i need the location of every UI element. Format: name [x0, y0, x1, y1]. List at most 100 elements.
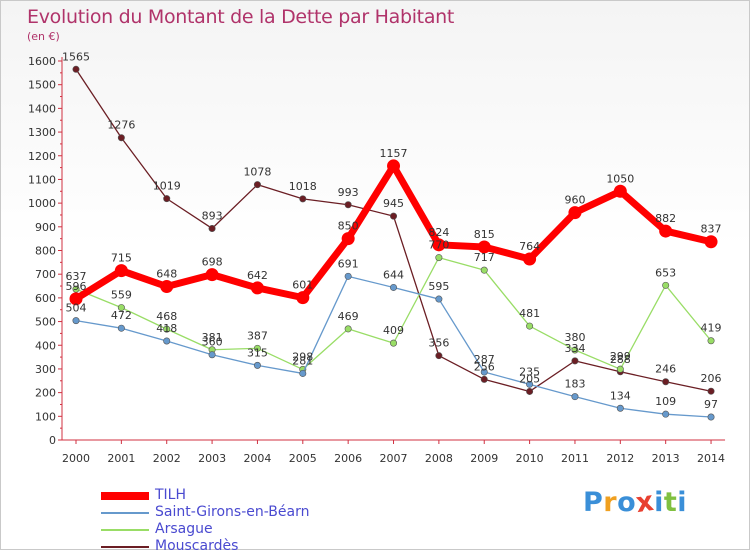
- data-label-saint-girons-en-b-arn: 360: [202, 336, 223, 349]
- data-label-mouscard-s: 945: [383, 197, 404, 210]
- data-label-mouscard-s: 1018: [289, 180, 317, 193]
- data-label-mouscard-s: 1276: [107, 119, 135, 132]
- data-point: [163, 337, 171, 345]
- data-point: [390, 283, 398, 291]
- data-label-mouscard-s: 205: [519, 372, 540, 385]
- data-point: [435, 352, 443, 360]
- data-label-saint-girons-en-b-arn: 315: [247, 346, 268, 359]
- y-tick-label: 600: [35, 292, 56, 305]
- data-label-mouscard-s: 256: [474, 360, 495, 373]
- data-label-saint-girons-en-b-arn: 644: [383, 268, 404, 281]
- logo-letter: P: [583, 487, 604, 518]
- data-point: [571, 393, 579, 401]
- y-tick-label: 1300: [28, 126, 56, 139]
- data-point: [163, 195, 171, 203]
- data-label-tilh: 850: [338, 220, 359, 233]
- legend-item: Mouscardès: [99, 538, 399, 556]
- data-point: [662, 281, 670, 289]
- data-point: [72, 285, 80, 293]
- data-label-saint-girons-en-b-arn: 109: [655, 395, 676, 408]
- data-point: [344, 272, 352, 280]
- data-label-tilh: 601: [292, 279, 313, 292]
- data-point: [435, 295, 443, 303]
- data-point: [117, 324, 125, 332]
- x-tick-label: 2006: [334, 452, 362, 465]
- data-point: [117, 134, 125, 142]
- y-tick-label: 1000: [28, 197, 56, 210]
- data-label-arsague: 653: [655, 266, 676, 279]
- logo-letter: r: [603, 487, 618, 518]
- x-tick-label: 2004: [243, 452, 271, 465]
- data-point: [69, 292, 83, 306]
- data-point: [707, 413, 715, 421]
- data-point: [480, 368, 488, 376]
- data-label-tilh: 824: [428, 226, 449, 239]
- data-label-mouscard-s: 246: [655, 363, 676, 376]
- data-point: [477, 240, 491, 254]
- data-point: [253, 181, 261, 189]
- data-label-arsague: 381: [202, 331, 223, 344]
- data-point: [250, 281, 264, 295]
- data-point: [72, 317, 80, 325]
- data-point: [480, 266, 488, 274]
- data-label-saint-girons-en-b-arn: 235: [519, 365, 540, 378]
- data-label-arsague: 409: [383, 324, 404, 337]
- data-point: [480, 375, 488, 383]
- data-point: [299, 369, 307, 377]
- y-tick-label: 1500: [28, 79, 56, 92]
- data-label-tilh: 1050: [606, 172, 634, 185]
- y-tick-label: 0: [49, 434, 56, 447]
- data-label-arsague: 387: [247, 329, 268, 342]
- chart-title: Evolution du Montant de la Dette par Hab…: [27, 6, 455, 28]
- data-point: [616, 404, 624, 412]
- data-point: [208, 224, 216, 232]
- y-tick-label: 400: [35, 339, 56, 352]
- legend-item: Saint-Girons-en-Béarn: [99, 504, 399, 522]
- data-label-tilh: 698: [202, 256, 223, 269]
- data-label-arsague: 469: [338, 310, 359, 323]
- data-label-saint-girons-en-b-arn: 134: [610, 389, 631, 402]
- data-point: [299, 195, 307, 203]
- y-tick-label: 200: [35, 387, 56, 400]
- y-tick-label: 1400: [28, 102, 56, 115]
- data-label-tilh: 596: [66, 280, 87, 293]
- y-tick-label: 300: [35, 363, 56, 376]
- data-label-mouscard-s: 1565: [62, 50, 90, 63]
- data-label-tilh: 882: [655, 212, 676, 225]
- logo-letter: i: [654, 487, 664, 518]
- data-point: [344, 201, 352, 209]
- x-tick-label: 2005: [289, 452, 317, 465]
- data-label-arsague: 717: [474, 251, 495, 264]
- data-point: [117, 304, 125, 312]
- data-label-arsague: 481: [519, 307, 540, 320]
- data-label-saint-girons-en-b-arn: 691: [338, 257, 359, 270]
- legend-item: TILH: [99, 487, 399, 505]
- data-point: [390, 339, 398, 347]
- data-label-arsague: 559: [111, 289, 132, 302]
- legend-swatch: [101, 492, 149, 500]
- legend-swatch: [101, 546, 149, 548]
- data-point: [571, 357, 579, 365]
- x-tick-label: 2003: [198, 452, 226, 465]
- y-tick-label: 500: [35, 316, 56, 329]
- x-tick-label: 2011: [561, 452, 589, 465]
- data-point: [341, 232, 355, 246]
- data-label-saint-girons-en-b-arn: 281: [292, 354, 313, 367]
- data-label-mouscard-s: 206: [701, 372, 722, 385]
- chart-subtitle: (en €): [27, 30, 60, 43]
- data-label-saint-girons-en-b-arn: 287: [474, 353, 495, 366]
- data-point: [208, 351, 216, 359]
- data-point: [571, 346, 579, 354]
- data-label-tilh: 1157: [380, 147, 408, 160]
- data-point: [613, 184, 627, 198]
- y-tick-label: 100: [35, 410, 56, 423]
- data-label-mouscard-s: 334: [564, 342, 585, 355]
- data-label-tilh: 764: [519, 240, 540, 253]
- data-label-mouscard-s: 1078: [243, 166, 271, 179]
- data-label-arsague: 380: [564, 331, 585, 344]
- logo-letter: o: [617, 487, 637, 518]
- legend-item: Arsague: [99, 521, 399, 539]
- data-point: [160, 280, 174, 294]
- legend-label: Saint-Girons-en-Béarn: [155, 504, 310, 520]
